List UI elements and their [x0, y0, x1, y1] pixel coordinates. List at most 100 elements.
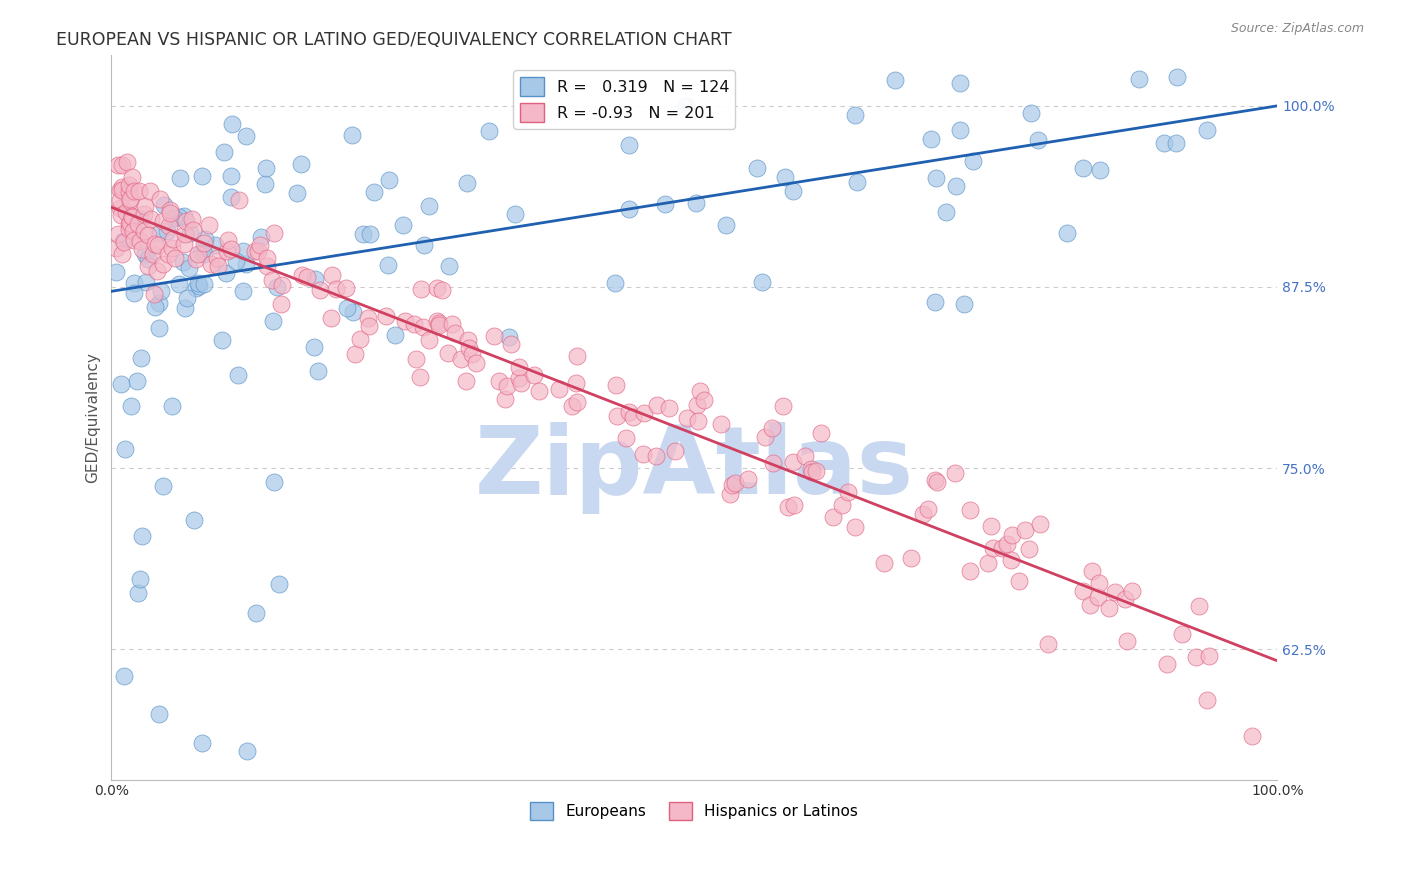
Point [1198, 649, 1220, 664]
Point [215, 266, 238, 280]
Point [139, 184, 162, 198]
Point [1087, 576, 1109, 591]
Point [128, 185, 150, 199]
Point [686, 414, 709, 428]
Point [112, 234, 135, 248]
Point [617, 202, 640, 217]
Point [142, 247, 165, 261]
Point [128, 572, 150, 586]
Point [603, 276, 626, 290]
Point [254, 161, 277, 175]
Point [911, 507, 934, 521]
Point [212, 145, 235, 160]
Point [336, 301, 359, 315]
Point [159, 206, 181, 220]
Point [430, 283, 453, 297]
Point [1000, 553, 1022, 567]
Point [148, 321, 170, 335]
Point [193, 277, 215, 291]
Text: ZipAtlas: ZipAtlas [475, 422, 914, 514]
Point [121, 210, 143, 224]
Point [617, 138, 640, 153]
Point [181, 211, 204, 226]
Point [152, 479, 174, 493]
Point [917, 502, 939, 516]
Point [179, 226, 201, 240]
Point [132, 224, 155, 238]
Point [959, 565, 981, 579]
Point [142, 287, 165, 301]
Point [547, 382, 569, 396]
Point [1153, 136, 1175, 150]
Point [464, 356, 486, 370]
Point [1185, 650, 1208, 665]
Point [418, 333, 440, 347]
Point [605, 377, 627, 392]
Point [461, 347, 484, 361]
Point [120, 399, 142, 413]
Point [121, 209, 143, 223]
Point [405, 351, 427, 366]
Point [194, 232, 217, 246]
Point [157, 219, 180, 234]
Point [150, 284, 173, 298]
Point [256, 251, 278, 265]
Point [1029, 516, 1052, 531]
Point [494, 392, 516, 406]
Point [219, 242, 242, 256]
Point [831, 498, 853, 512]
Point [1018, 541, 1040, 556]
Point [127, 586, 149, 600]
Point [187, 247, 209, 261]
Point [945, 179, 967, 194]
Point [129, 234, 152, 248]
Point [900, 551, 922, 566]
Point [321, 268, 343, 283]
Point [443, 326, 465, 340]
Point [325, 283, 347, 297]
Point [920, 132, 942, 146]
Point [152, 257, 174, 271]
Point [290, 268, 312, 282]
Point [187, 276, 209, 290]
Point [773, 169, 796, 184]
Point [617, 404, 640, 418]
Point [271, 278, 294, 293]
Point [503, 207, 526, 221]
Point [342, 128, 364, 142]
Point [488, 375, 510, 389]
Point [456, 176, 478, 190]
Point [184, 252, 207, 266]
Point [716, 219, 738, 233]
Point [136, 252, 159, 266]
Point [844, 108, 866, 122]
Point [217, 234, 239, 248]
Point [111, 183, 134, 197]
Point [457, 341, 479, 355]
Point [949, 76, 972, 90]
Point [676, 411, 699, 425]
Point [980, 519, 1002, 533]
Point [167, 210, 190, 224]
Point [221, 117, 243, 131]
Point [427, 316, 450, 330]
Point [262, 313, 284, 327]
Point [188, 279, 211, 293]
Point [1197, 693, 1219, 707]
Point [183, 513, 205, 527]
Point [118, 178, 141, 193]
Point [173, 209, 195, 223]
Point [122, 285, 145, 300]
Point [304, 340, 326, 354]
Point [226, 368, 249, 383]
Point [1114, 592, 1136, 607]
Point [837, 485, 859, 500]
Point [157, 247, 180, 261]
Point [1071, 583, 1094, 598]
Point [108, 183, 131, 197]
Point [250, 229, 273, 244]
Point [363, 186, 385, 200]
Point [953, 297, 976, 311]
Point [454, 374, 477, 388]
Point [245, 244, 267, 258]
